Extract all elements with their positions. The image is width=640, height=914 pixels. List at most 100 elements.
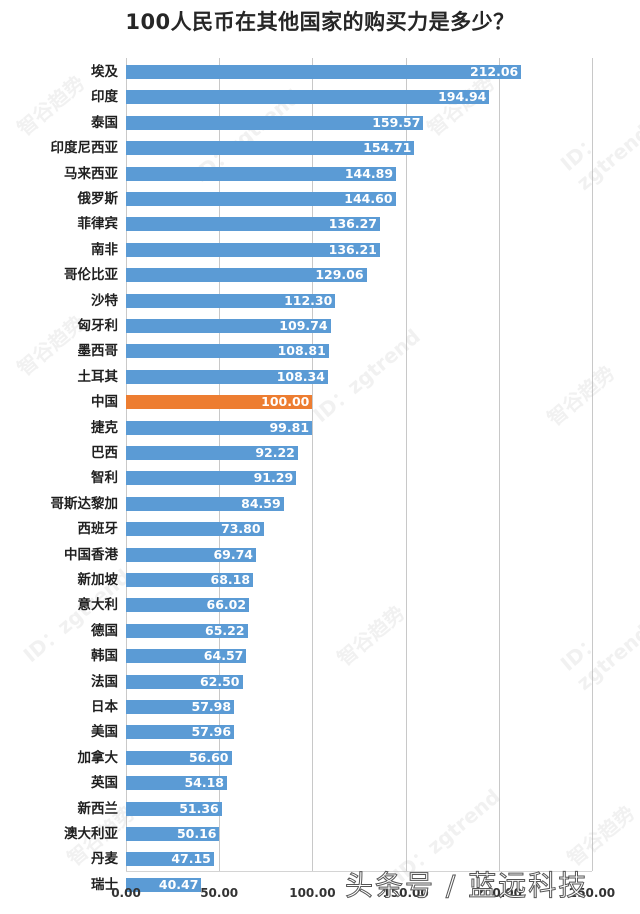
bar: 212.06 xyxy=(126,65,522,79)
x-tick-label: 100.00 xyxy=(289,886,336,900)
bar-row: 意大利 66.02 xyxy=(0,597,640,614)
bar: 51.36 xyxy=(126,800,222,816)
value-label: 129.06 xyxy=(315,267,364,283)
category-label: 德国 xyxy=(91,622,118,639)
category-label: 新西兰 xyxy=(77,800,119,817)
category-label: 瑞士 xyxy=(91,876,118,893)
bar-row: 印度 194.94 xyxy=(0,89,640,106)
category-label: 意大利 xyxy=(77,597,119,614)
value-label: 51.36 xyxy=(179,800,219,816)
category-label: 美国 xyxy=(91,724,118,741)
category-label: 中国香港 xyxy=(64,546,118,563)
value-label: 50.16 xyxy=(176,826,217,841)
bar-row: 匈牙利 109.74 xyxy=(0,319,640,333)
value-label: 68.18 xyxy=(210,572,251,587)
x-tick-label: 150.00 xyxy=(382,886,429,900)
value-label: 54.18 xyxy=(184,775,224,791)
bar-row: 捷克 99.81 xyxy=(0,420,640,435)
value-label: 91.29 xyxy=(253,470,294,486)
category-label: 英国 xyxy=(91,775,118,792)
chart-title: 100人民币在其他国家的购买力是多少？ xyxy=(125,10,515,34)
value-label: 62.50 xyxy=(199,673,240,689)
x-axis-line xyxy=(126,871,592,872)
bar: 159.57 xyxy=(126,114,424,130)
bar: 66.02 xyxy=(126,597,250,613)
bar: 57.96 xyxy=(126,724,235,740)
category-label: 匈牙利 xyxy=(77,318,119,334)
value-label: 194.94 xyxy=(438,89,487,105)
bar-row: 日本 57.98 xyxy=(0,700,640,714)
bar: 154.71 xyxy=(126,140,415,156)
x-tick-label: 50.00 xyxy=(200,886,239,900)
bar-row: 中国 100.00 xyxy=(0,394,640,411)
bar-row: 西班牙 73.80 xyxy=(0,522,640,537)
category-label: 巴西 xyxy=(91,445,118,461)
category-label: 俄罗斯 xyxy=(77,191,119,207)
bar: 62.50 xyxy=(126,673,243,689)
bar-row: 俄罗斯 144.60 xyxy=(0,192,640,206)
bar: 136.21 xyxy=(126,242,380,257)
bar-row: 印度尼西亚 154.71 xyxy=(0,140,640,157)
category-label: 泰国 xyxy=(91,114,118,131)
bar: 40.47 xyxy=(126,876,202,892)
bar-row: 南非 136.21 xyxy=(0,241,640,258)
bar: 136.27 xyxy=(126,217,380,232)
category-label: 中国 xyxy=(91,394,118,411)
bar-row: 沙特 112.30 xyxy=(0,292,640,309)
value-label: 69.74 xyxy=(213,546,253,562)
bar: 108.34 xyxy=(126,369,328,384)
category-label: 法国 xyxy=(91,673,118,690)
category-label: 印度尼西亚 xyxy=(50,140,119,157)
value-label: 57.98 xyxy=(191,699,232,714)
value-label: 144.89 xyxy=(344,165,394,181)
bar-row: 美国 57.96 xyxy=(0,724,640,741)
bar: 144.89 xyxy=(126,165,397,181)
bar: 56.60 xyxy=(126,749,232,765)
value-label: 144.60 xyxy=(344,191,393,206)
category-label: 沙特 xyxy=(91,292,118,309)
value-label: 57.96 xyxy=(191,724,232,740)
category-label: 加拿大 xyxy=(77,749,119,766)
category-label: 丹麦 xyxy=(91,851,118,868)
category-label: 印度 xyxy=(91,89,118,106)
value-label: 154.71 xyxy=(363,140,412,156)
category-label: 墨西哥 xyxy=(77,343,119,360)
bar-row: 韩国 64.57 xyxy=(0,648,640,665)
category-label: 南非 xyxy=(91,241,118,258)
value-label: 65.22 xyxy=(205,622,245,638)
value-label: 100.00 xyxy=(261,394,310,410)
bar-row: 哥斯达黎加 84.59 xyxy=(0,495,640,511)
bar: 64.57 xyxy=(126,649,247,664)
value-label: 84.59 xyxy=(241,495,281,511)
bar-row: 德国 65.22 xyxy=(0,622,640,639)
bar: 92.22 xyxy=(126,446,298,460)
category-label: 澳大利亚 xyxy=(64,826,118,842)
value-label: 40.47 xyxy=(158,876,199,892)
bar: 129.06 xyxy=(126,267,367,283)
category-label: 菲律宾 xyxy=(77,216,119,233)
bar: 57.98 xyxy=(126,699,235,714)
category-label: 智利 xyxy=(91,470,118,487)
category-label: 韩国 xyxy=(91,648,118,665)
bar-row: 英国 54.18 xyxy=(0,775,640,792)
bar: 69.74 xyxy=(126,546,256,562)
bar: 68.18 xyxy=(126,572,254,587)
bar-row: 哥伦比亚 129.06 xyxy=(0,267,640,284)
bar-row: 马来西亚 144.89 xyxy=(0,165,640,181)
value-label: 47.15 xyxy=(171,851,211,867)
bar-row: 澳大利亚 50.16 xyxy=(0,827,640,841)
x-tick-label: 200.00 xyxy=(475,886,522,900)
gridline xyxy=(405,58,407,871)
category-label: 新加坡 xyxy=(77,572,119,588)
value-label: 66.02 xyxy=(206,597,247,613)
source-watermark: 头条号 / 蓝远科技 xyxy=(344,869,589,903)
bar-row: 菲律宾 136.27 xyxy=(0,216,640,233)
gridline xyxy=(592,58,593,871)
bar: 50.16 xyxy=(126,826,220,841)
category-label: 哥伦比亚 xyxy=(64,267,118,284)
bar-row: 新西兰 51.36 xyxy=(0,800,640,817)
y-axis-line xyxy=(126,58,127,871)
value-label: 56.60 xyxy=(188,749,229,765)
category-label: 土耳其 xyxy=(77,368,119,385)
value-label: 159.57 xyxy=(372,114,421,130)
